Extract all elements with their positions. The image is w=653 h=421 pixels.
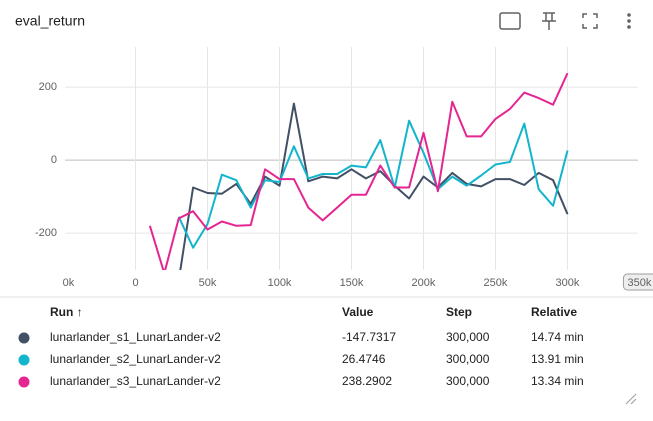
fit-domain-button[interactable] [499,12,521,30]
menu-button[interactable] [627,13,631,29]
plot [148,72,569,270]
series-line [179,102,569,270]
card-title: eval_return [15,13,85,29]
pin-button[interactable] [542,12,556,30]
y-tick-label: 0 [51,154,57,166]
run-color-dot [18,332,30,344]
x-tick-label: 150k [340,277,364,289]
table-cell: lunarlander_s3_LunarLander-v2 [50,374,221,388]
y-tick-label: 200 [39,81,57,93]
x-tick-label: 350k [628,277,652,289]
table-cell: 13.91 min [531,352,584,366]
column-header: Step [446,305,472,319]
series-line [177,119,569,249]
column-header: Run ↑ [50,305,83,319]
fullscreen-button[interactable] [582,13,598,29]
table-cell: 14.74 min [531,330,584,344]
data-table: Run ↑ Value Step Relative lunarlander_s1_Lun… [18,305,584,388]
series-line [148,72,569,270]
x-tick-label: 50k [199,277,217,289]
column-header: Relative [531,305,577,319]
table-cell: 13.34 min [531,374,584,388]
table-cell: 300,000 [446,374,490,388]
table-cell: 300,000 [446,352,490,366]
table-cell: lunarlander_s2_LunarLander-v2 [50,352,221,366]
y-axis: -200 0 200 [35,81,57,239]
x-tick-label: 300k [556,277,580,289]
x-tick-label: 200k [412,277,436,289]
resize-handle[interactable] [625,393,637,405]
table-cell: 300,000 [446,330,490,344]
x-hover-box [622,273,653,291]
x-tick-label: 0 [132,277,138,289]
toolbar [499,12,631,30]
table-cell: lunarlander_s1_LunarLander-v2 [50,330,221,344]
x-tick-label: -50k [53,277,75,289]
run-color-dot [18,354,30,366]
x-tick-label: 250k [484,277,508,289]
table-cell: -147.7317 [342,330,396,344]
table-cell: 238.2902 [342,374,392,388]
table-cell: 26.4746 [342,352,386,366]
grid [65,47,638,270]
column-header: Value [342,305,374,319]
y-tick-label: -200 [35,227,57,239]
x-axis: -50k 0 50k 100k 150k 200k 250k 300k 350k [53,273,653,291]
run-color-dot [18,376,30,388]
x-tick-label: 100k [268,277,292,289]
